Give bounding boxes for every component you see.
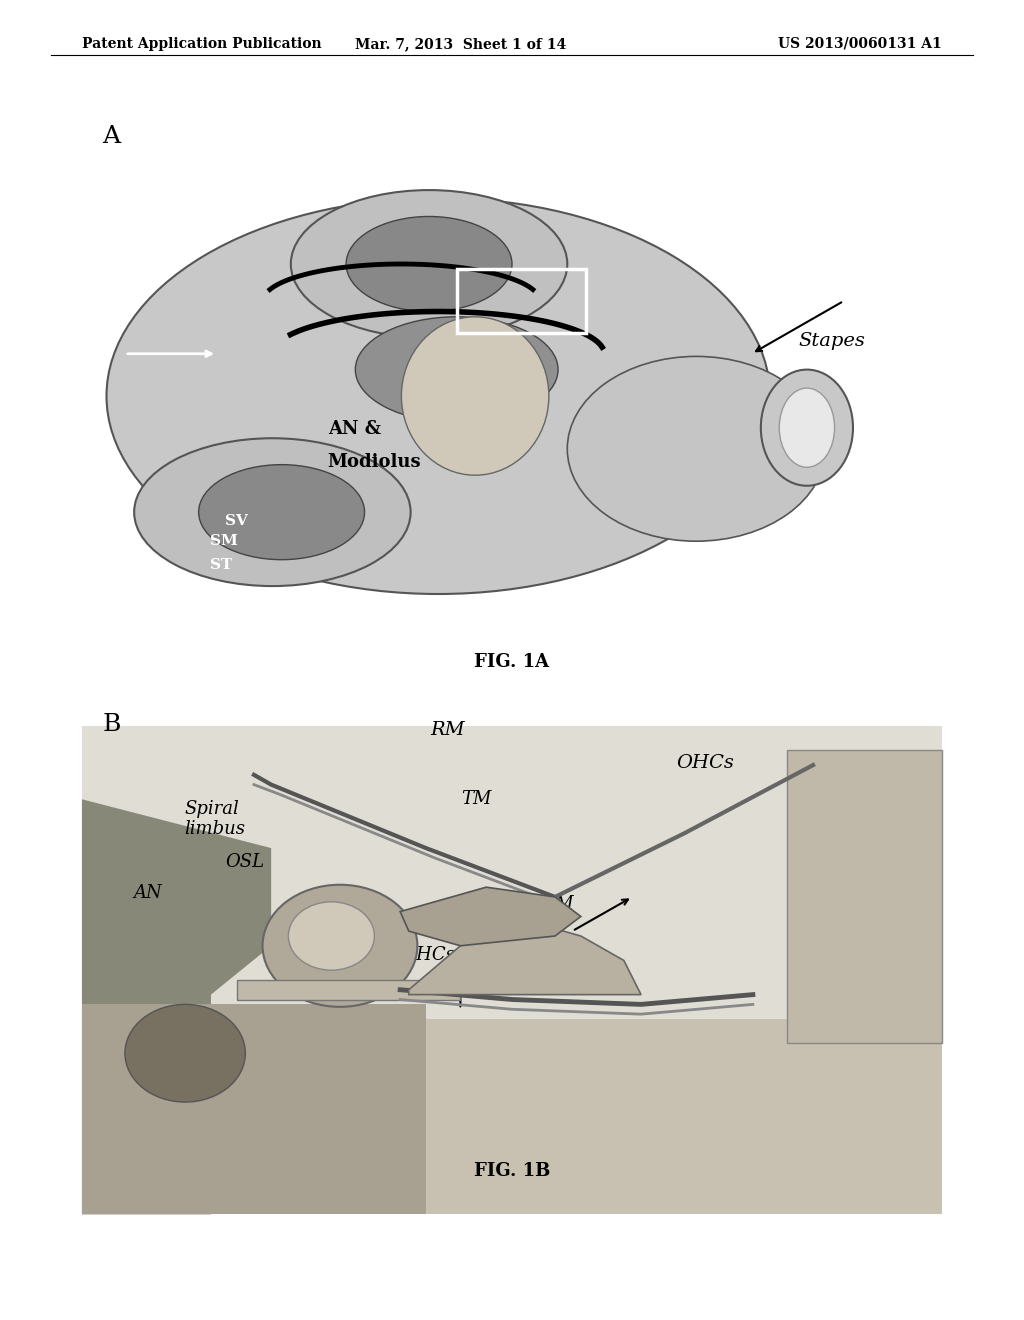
Text: Mar. 7, 2013  Sheet 1 of 14: Mar. 7, 2013 Sheet 1 of 14	[355, 37, 566, 51]
Text: IHCs: IHCs	[410, 945, 456, 964]
Ellipse shape	[262, 884, 418, 1007]
Text: OSL: OSL	[225, 853, 264, 871]
Text: US 2013/0060131 A1: US 2013/0060131 A1	[778, 37, 942, 51]
Text: limbus: limbus	[184, 820, 246, 838]
Text: TM: TM	[461, 789, 492, 808]
Bar	[82, 1005, 426, 1214]
Bar	[237, 979, 461, 999]
Text: Modiolus: Modiolus	[328, 453, 421, 471]
Ellipse shape	[106, 198, 770, 594]
Ellipse shape	[199, 465, 365, 560]
Text: SV: SV	[225, 515, 248, 528]
Polygon shape	[82, 799, 271, 1214]
Text: SM: SM	[210, 535, 238, 548]
Text: B: B	[102, 713, 121, 735]
Polygon shape	[409, 921, 641, 995]
Text: Spiral: Spiral	[184, 800, 239, 818]
Ellipse shape	[401, 317, 549, 475]
Bar	[457, 269, 586, 333]
Text: Stapes: Stapes	[799, 331, 865, 350]
Ellipse shape	[761, 370, 853, 486]
Text: BM: BM	[543, 895, 574, 913]
Text: Patent Application Publication: Patent Application Publication	[82, 37, 322, 51]
Ellipse shape	[134, 438, 411, 586]
Ellipse shape	[346, 216, 512, 312]
Text: AN &: AN &	[328, 420, 381, 438]
Polygon shape	[400, 887, 581, 945]
Ellipse shape	[567, 356, 825, 541]
Text: ST: ST	[210, 558, 232, 572]
Text: OHCs: OHCs	[676, 754, 734, 772]
Text: FIG. 1B: FIG. 1B	[474, 1162, 550, 1180]
Text: AN: AN	[133, 883, 162, 902]
Ellipse shape	[289, 902, 375, 970]
Bar	[787, 750, 942, 1043]
Bar	[82, 726, 942, 1214]
Text: FIG. 1A: FIG. 1A	[474, 653, 550, 672]
Ellipse shape	[779, 388, 835, 467]
Text: SL: SL	[850, 859, 877, 878]
Ellipse shape	[291, 190, 567, 338]
Ellipse shape	[125, 1005, 246, 1102]
Text: RM: RM	[430, 721, 465, 739]
Polygon shape	[813, 750, 942, 1214]
Bar	[426, 1019, 813, 1214]
Ellipse shape	[355, 317, 558, 422]
Text: A: A	[102, 125, 121, 148]
